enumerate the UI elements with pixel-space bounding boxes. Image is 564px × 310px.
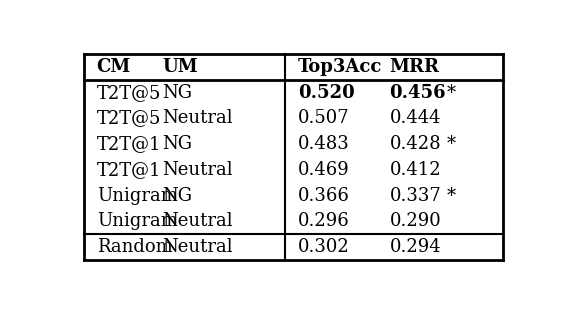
Text: 0.483: 0.483 bbox=[298, 135, 350, 153]
Text: 0.294: 0.294 bbox=[390, 238, 441, 256]
Text: 0.456: 0.456 bbox=[390, 84, 446, 102]
Text: 0.428: 0.428 bbox=[390, 135, 441, 153]
Text: *: * bbox=[447, 187, 456, 205]
Text: 0.337: 0.337 bbox=[390, 187, 442, 205]
Text: MRR: MRR bbox=[390, 58, 439, 76]
Text: Neutral: Neutral bbox=[162, 238, 233, 256]
Text: Unigram: Unigram bbox=[97, 187, 178, 205]
Text: 0.302: 0.302 bbox=[298, 238, 350, 256]
Text: UM: UM bbox=[162, 58, 198, 76]
Text: 0.507: 0.507 bbox=[298, 109, 350, 127]
Text: Random: Random bbox=[97, 238, 173, 256]
Text: *: * bbox=[447, 84, 456, 102]
Text: CM: CM bbox=[97, 58, 131, 76]
Text: T2T@1: T2T@1 bbox=[97, 161, 161, 179]
Text: Neutral: Neutral bbox=[162, 212, 233, 230]
Text: Neutral: Neutral bbox=[162, 161, 233, 179]
Text: NG: NG bbox=[162, 135, 192, 153]
Text: Neutral: Neutral bbox=[162, 109, 233, 127]
Text: 0.296: 0.296 bbox=[298, 212, 350, 230]
Text: 0.366: 0.366 bbox=[298, 187, 350, 205]
Text: Unigram: Unigram bbox=[97, 212, 178, 230]
Text: NG: NG bbox=[162, 84, 192, 102]
Text: 0.469: 0.469 bbox=[298, 161, 350, 179]
Text: 0.520: 0.520 bbox=[298, 84, 355, 102]
Text: 0.412: 0.412 bbox=[390, 161, 441, 179]
Text: *: * bbox=[447, 135, 456, 153]
Text: Top3Acc: Top3Acc bbox=[298, 58, 382, 76]
Text: T2T@5: T2T@5 bbox=[97, 84, 161, 102]
Text: T2T@5: T2T@5 bbox=[97, 109, 161, 127]
Text: 0.444: 0.444 bbox=[390, 109, 441, 127]
Text: 0.290: 0.290 bbox=[390, 212, 442, 230]
Text: T2T@1: T2T@1 bbox=[97, 135, 161, 153]
Text: NG: NG bbox=[162, 187, 192, 205]
